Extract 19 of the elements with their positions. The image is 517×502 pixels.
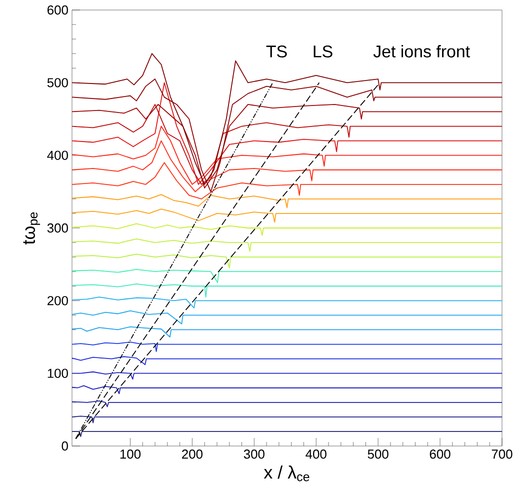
y-axis-title: tω$_{pe}$ [23, 212, 40, 244]
series-label: LS [314, 45, 332, 58]
x-tick-label: 400 [306, 450, 326, 459]
y-tick-label: 500 [47, 78, 68, 88]
series-label: TS [266, 45, 287, 58]
y-tick-label: 0 [62, 441, 68, 451]
y-tick-label: 600 [48, 5, 68, 15]
x-tick-label: 100 [120, 450, 141, 459]
x-tick-label: 300 [244, 450, 264, 459]
x-axis-title: x / λ$_{ce}$ [264, 466, 310, 482]
y-tick-label: 200 [48, 296, 68, 306]
x-tick-label: 600 [430, 450, 450, 459]
x-tick-label: 200 [182, 450, 203, 459]
y-tick-label: 100 [48, 368, 68, 378]
y-tick-label: 300 [47, 223, 68, 233]
series-label: Jet ions front [373, 45, 470, 58]
y-tick-label: 400 [47, 150, 68, 160]
x-tick-label: 500 [368, 450, 388, 459]
x-tick-label: 700 [492, 450, 512, 459]
